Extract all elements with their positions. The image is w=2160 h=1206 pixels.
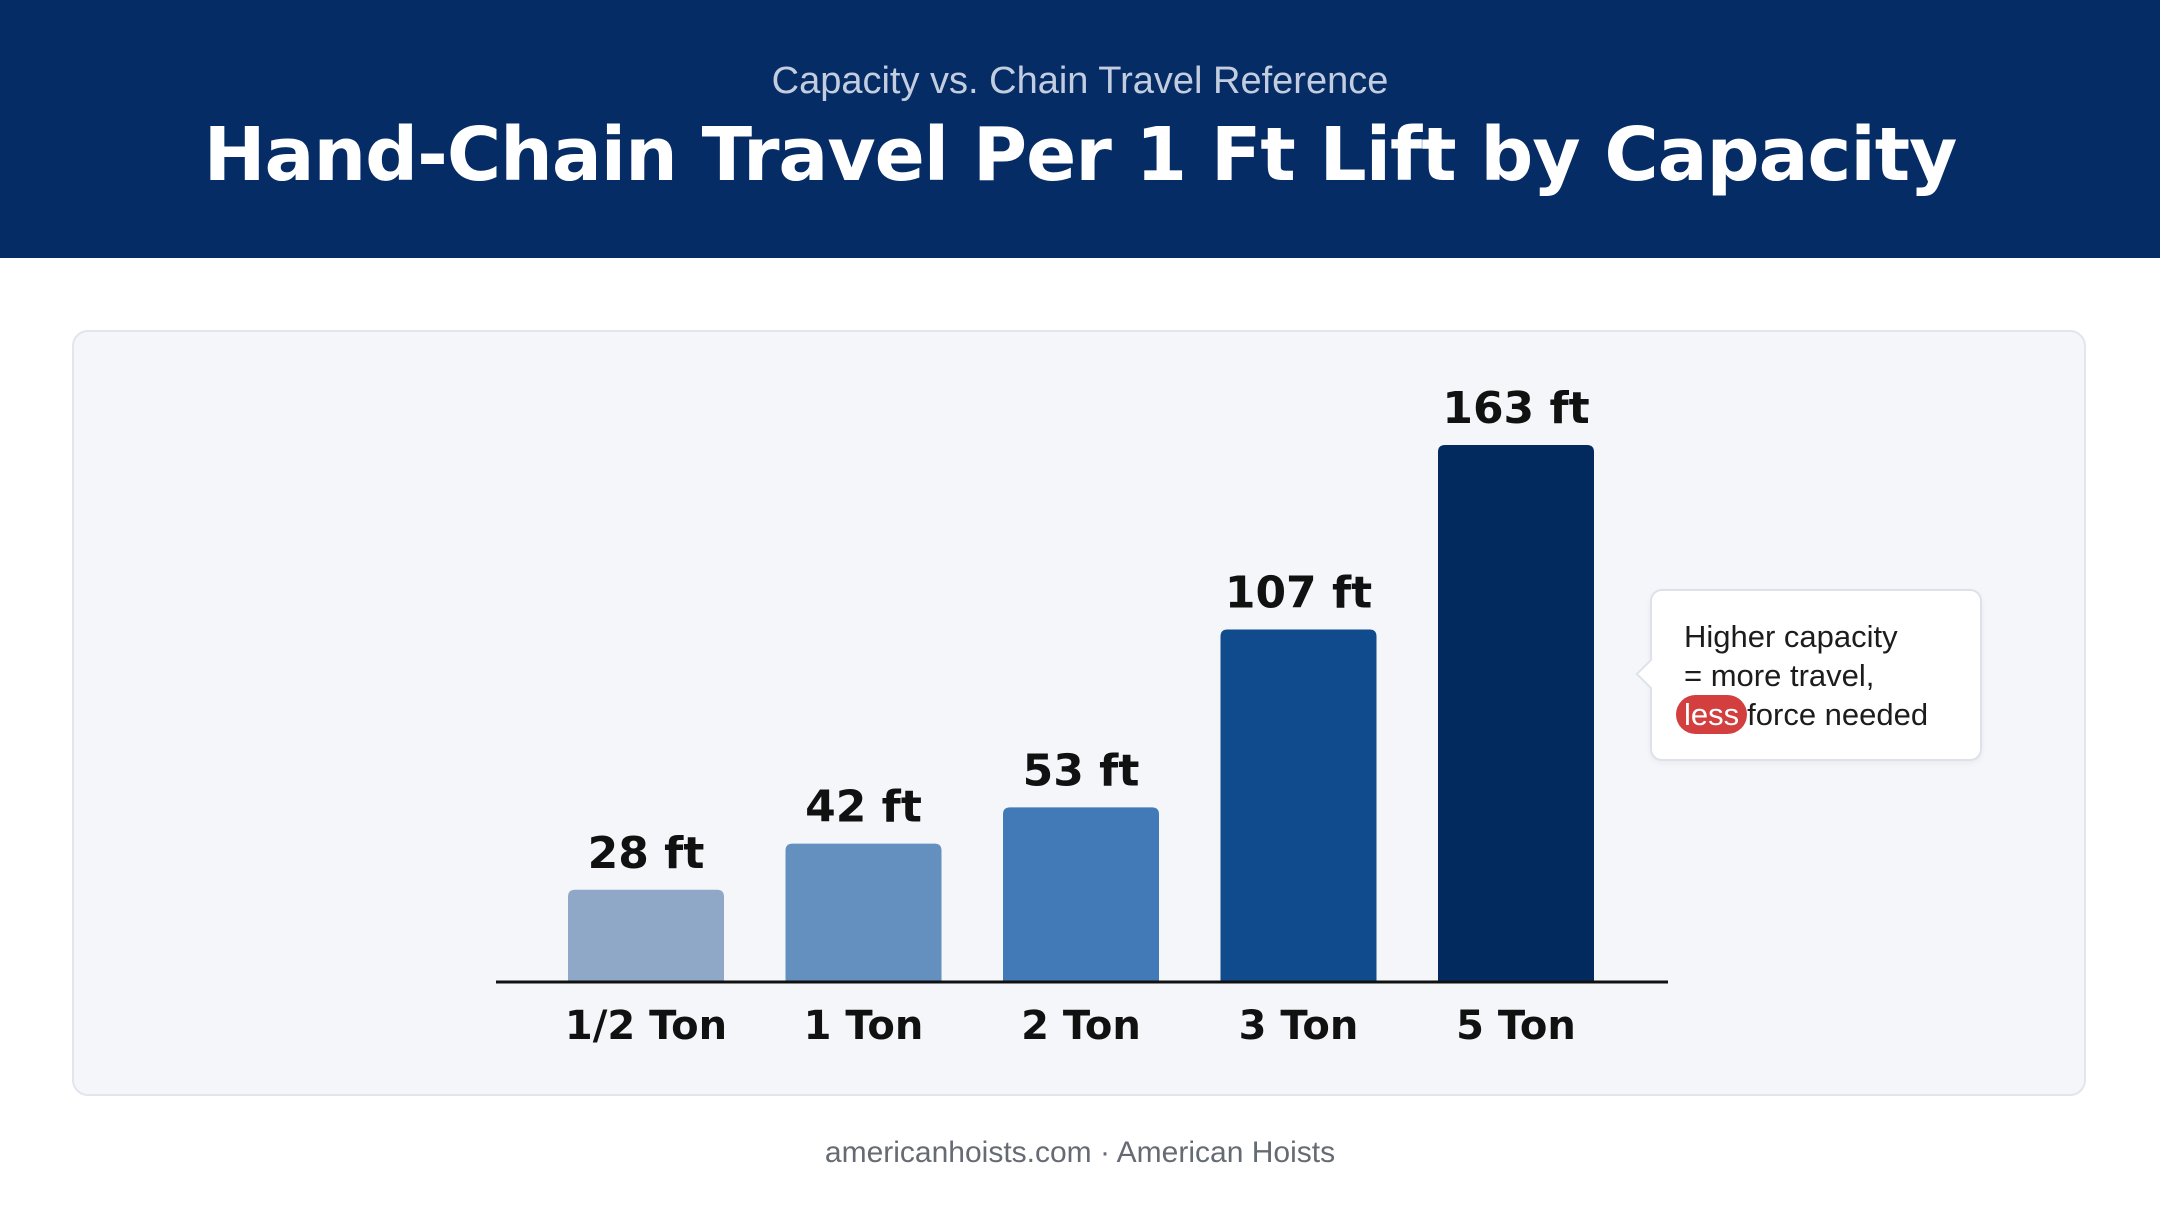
bar-2 bbox=[785, 843, 942, 982]
callout-line-1: Higher capacity bbox=[1684, 619, 1898, 654]
bar-chart: 28 ft 1/2 Ton 42 ft 1 Ton 53 ft 2 Ton 107 ft 3 … bbox=[496, 383, 1668, 1049]
bar-value-label-3: 53 ft bbox=[1023, 745, 1140, 796]
callout-highlight: less bbox=[1676, 695, 1748, 734]
chart-subtitle: Capacity vs. Chain Travel Reference bbox=[771, 60, 1389, 102]
bar-value-label-5: 163 ft bbox=[1442, 383, 1589, 434]
callout-line-2: = more travel, bbox=[1684, 658, 1875, 693]
callout-line-3-rest: force needed bbox=[1747, 697, 1929, 732]
chart-title: Hand-Chain Travel Per 1 Ft Lift by Capac… bbox=[203, 112, 1958, 198]
bar-value-label-4: 107 ft bbox=[1225, 567, 1372, 618]
callout-note: Higher capacity = more travel, less force… bbox=[1635, 589, 1982, 761]
bar-3 bbox=[1003, 807, 1159, 982]
bar-4 bbox=[1220, 629, 1377, 982]
bar-value-label-1: 28 ft bbox=[588, 828, 705, 879]
header-banner: Capacity vs. Chain Travel Reference Hand… bbox=[0, 0, 2160, 258]
bar-5 bbox=[1438, 445, 1594, 982]
category-label-4: 3 Ton bbox=[1239, 1003, 1359, 1049]
callout-line-3: less force needed bbox=[1676, 695, 1974, 734]
category-label-5: 5 Ton bbox=[1456, 1003, 1576, 1049]
category-label-2: 1 Ton bbox=[804, 1003, 924, 1049]
callout-text: Higher capacity = more travel, less force… bbox=[1676, 617, 1974, 734]
bar-1 bbox=[568, 889, 724, 982]
footer-credit: americanhoists.com · American Hoists bbox=[824, 1136, 1336, 1169]
category-label-3: 2 Ton bbox=[1021, 1003, 1141, 1049]
category-label-1: 1/2 Ton bbox=[565, 1003, 727, 1049]
bar-value-label-2: 42 ft bbox=[805, 782, 922, 833]
